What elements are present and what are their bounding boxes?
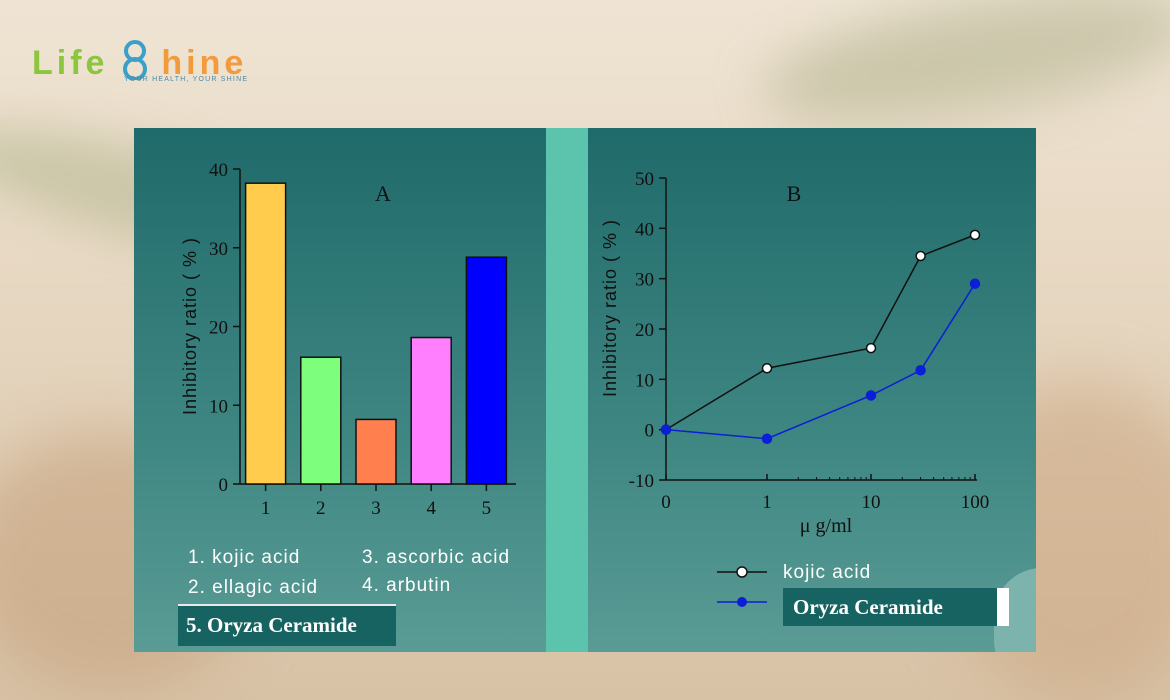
- point-kojic: [969, 229, 981, 241]
- logo-8-icon: [122, 40, 147, 81]
- legend-oryza-box: Oryza Ceramide: [783, 588, 1009, 626]
- bar-1: [244, 182, 287, 485]
- logo-wordmark: Life hine: [32, 40, 247, 83]
- chart-a-x-tick-label: 2: [316, 498, 326, 519]
- chart-b-background: [588, 128, 1036, 652]
- legend-item-5-box: 5. Oryza Ceramide: [178, 604, 396, 646]
- legend-kojic-marker: [736, 566, 748, 578]
- point-oryza: [969, 278, 981, 289]
- chart-a-y-tick-label: 30: [209, 239, 228, 260]
- bar-4: [410, 336, 452, 485]
- chart-a-y-tick-label: 10: [209, 396, 228, 417]
- chart-a-y-tick-label: 40: [209, 160, 228, 181]
- legend-kojic-label: kojic acid: [783, 562, 872, 583]
- series-line-oryza: [665, 283, 976, 440]
- bar-2: [300, 356, 342, 485]
- logo-part1: Life: [32, 44, 109, 82]
- point-oryza: [865, 390, 877, 401]
- point-kojic: [761, 363, 773, 374]
- chart-a-bars: [244, 182, 508, 485]
- panel-divider: [546, 128, 588, 652]
- legend-oryza-label: Oryza Ceramide: [793, 595, 943, 619]
- brand-logo[interactable]: Life hine YOUR HEALTH, YOUR SHINE: [32, 26, 272, 92]
- chart-b-x-tick-label: 10: [862, 492, 881, 513]
- bar-5: [465, 256, 508, 485]
- chart-a-x-tick-label: 4: [426, 498, 436, 519]
- chart-a-y-tick-label: 0: [219, 475, 229, 496]
- chart-b-x-tick-label: 1: [762, 492, 772, 513]
- point-kojic: [865, 342, 877, 354]
- chart-a-x-tick-label: 5: [482, 498, 492, 519]
- legend-b-markers: [717, 566, 767, 607]
- chart-a-x-tick-label: 1: [261, 498, 271, 519]
- point-kojic: [915, 250, 926, 262]
- legend-item-1: 1. kojic acid: [188, 547, 301, 568]
- chart-b-title: B: [787, 181, 802, 206]
- chart-b-xlabel: μ g/ml: [800, 515, 853, 537]
- logo-part2: hine: [161, 44, 248, 82]
- logo-tagline: YOUR HEALTH, YOUR SHINE: [124, 76, 249, 83]
- series-line-kojic: [665, 234, 976, 431]
- chart-a-title: A: [375, 181, 391, 206]
- background-leaf-blur: [753, 0, 1170, 148]
- chart-b-y-tick-label: 40: [635, 219, 654, 240]
- chart-a-y-tick-label: 20: [209, 318, 228, 339]
- chart-b-ylabel: Inhibitory ratio ( % ): [600, 219, 620, 397]
- point-oryza: [915, 365, 926, 376]
- legend-item-5: 5. Oryza Ceramide: [186, 613, 357, 637]
- chart-a: A Inhibitory ratio ( % ) 0 10 20 30 40 1 2 3 4 5: [180, 160, 516, 519]
- chart-b-x-tick-label: 100: [961, 492, 990, 513]
- chart-b-series: [660, 229, 981, 444]
- chart-b-x-tick-label: 0: [661, 492, 671, 513]
- point-oryza: [660, 424, 672, 435]
- legend-item-3: 3. ascorbic acid: [362, 547, 511, 568]
- chart-b-y-tick-label: 50: [635, 169, 654, 190]
- chart-a-ylabel: Inhibitory ratio ( % ): [180, 237, 200, 415]
- legend-oryza-marker: [737, 597, 747, 607]
- chart-b-y-tick-label: -10: [629, 471, 654, 492]
- chart-b-y-tick-label: 10: [635, 370, 654, 391]
- chart-b-axes: -10 0 10 20 30 40 50 0 1 10 100: [629, 169, 990, 513]
- chart-b-y-tick-label: 30: [635, 270, 654, 291]
- bar-3: [355, 418, 397, 485]
- point-oryza: [761, 433, 773, 444]
- chart-b-y-tick-label: 0: [645, 421, 655, 442]
- legend-item-2: 2. ellagic acid: [188, 577, 319, 598]
- chart-b-y-tick-label: 20: [635, 320, 654, 341]
- legend-item-4: 4. arbutin: [362, 575, 452, 596]
- figure-panel: A Inhibitory ratio ( % ) 0 10 20 30 40 1 2 3 4 5 …: [134, 128, 1036, 652]
- chart-b: B Inhibitory ratio ( % ) μ g/ml -1001020…: [600, 169, 990, 537]
- chart-a-x-tick-label: 3: [371, 498, 381, 519]
